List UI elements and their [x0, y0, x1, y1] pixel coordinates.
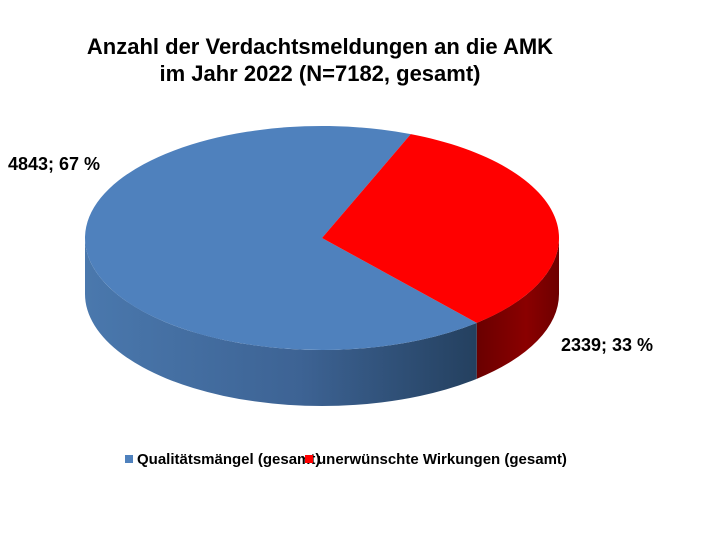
- chart-title-line-2: im Jahr 2022 (N=7182, gesamt): [159, 61, 480, 86]
- chart-title-line-1: Anzahl der Verdachtsmeldungen an die AMK: [87, 34, 553, 59]
- legend: Qualitätsmängel (gesamt) unerwünschte Wi…: [125, 451, 567, 468]
- data-label-unerwuenschte-wirkungen: 2339; 33 %: [561, 335, 653, 355]
- pie-side-layer: [85, 238, 559, 406]
- pie-side-qualitaetsmaengel: [85, 238, 477, 406]
- data-label-qualitaetsmaengel: 4843; 67 %: [8, 154, 100, 174]
- legend-label-unerwuenschte-wirkungen: unerwünschte Wirkungen (gesamt): [317, 451, 567, 468]
- pie-slice-unerwuenschte-wirkungen: [322, 134, 559, 323]
- legend-swatch-unerwuenschte-wirkungen: [305, 455, 313, 463]
- legend-item-unerwuenschte-wirkungen: unerwünschte Wirkungen (gesamt): [305, 451, 567, 468]
- legend-item-qualitaetsmaengel: Qualitätsmängel (gesamt): [125, 451, 320, 468]
- legend-label-qualitaetsmaengel: Qualitätsmängel (gesamt): [137, 451, 320, 468]
- pie-top-layer: [84, 125, 559, 351]
- pie-side-unerwuenschte-wirkungen: [476, 238, 559, 379]
- pie-slice-qualitaetsmaengel: [84, 125, 477, 351]
- legend-swatch-qualitaetsmaengel: [125, 455, 133, 463]
